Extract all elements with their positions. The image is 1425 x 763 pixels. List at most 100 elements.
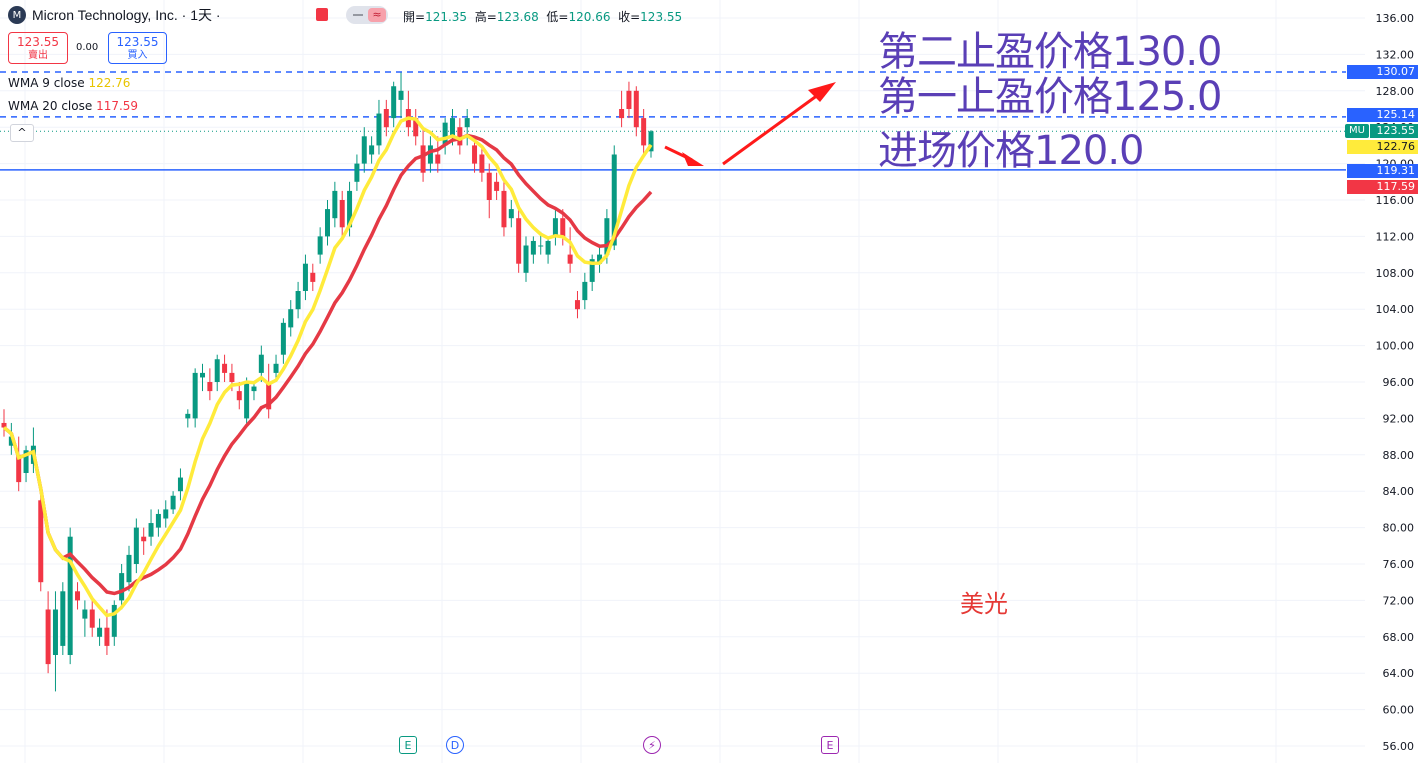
candle-body <box>391 86 397 119</box>
earnings-icon[interactable]: E <box>399 736 417 754</box>
wma20-line <box>2 133 653 596</box>
candle-body <box>119 573 125 601</box>
candle-body <box>597 254 603 264</box>
ticker-tag: MU <box>1345 124 1369 138</box>
candle-body <box>148 523 154 537</box>
candle-body <box>111 604 117 637</box>
candle-body <box>60 591 66 646</box>
candle-body <box>398 90 404 100</box>
candle-body <box>75 591 81 601</box>
candle-body <box>280 322 286 355</box>
candle-body <box>494 181 500 191</box>
legend-wma20[interactable]: WMA 20 close 117.59 <box>8 99 139 113</box>
candle-body <box>633 90 639 128</box>
candle-body <box>457 127 463 146</box>
candle-body <box>185 413 191 419</box>
y-tick-label: 68.00 <box>1383 631 1415 644</box>
candle-body <box>582 281 588 301</box>
y-tick-label: 112.00 <box>1376 230 1415 243</box>
candle-body <box>589 259 595 282</box>
candle-body <box>251 386 257 392</box>
candle-body <box>163 509 169 519</box>
annotation-tp2: 第二止盈价格130.0 <box>878 29 1223 75</box>
flag-icon[interactable] <box>316 8 328 21</box>
candle-body <box>155 513 161 528</box>
y-tick-label: 56.00 <box>1383 740 1415 753</box>
arrow-right-icon <box>664 145 704 166</box>
candle-body <box>207 382 213 392</box>
candle-body <box>567 254 573 264</box>
candle-body <box>325 209 330 237</box>
candle-body <box>317 236 323 255</box>
y-tick-label: 64.00 <box>1383 667 1415 680</box>
y-tick-label: 60.00 <box>1383 704 1415 717</box>
candle-body <box>383 109 389 128</box>
candle-body <box>177 477 183 492</box>
annotation-tp1: 第一止盈价格125.0 <box>878 74 1223 120</box>
candle-body <box>354 163 360 182</box>
candle-body <box>89 609 95 628</box>
y-tick-label: 108.00 <box>1376 267 1415 280</box>
candle-body <box>332 190 338 219</box>
symbol-title[interactable]: Micron Technology, Inc. · 1天 · <box>32 7 221 23</box>
watermark-text: 美光 <box>960 590 1008 618</box>
news-icon[interactable]: ⚡ <box>643 736 661 754</box>
candle-body <box>648 131 654 152</box>
candle-body <box>641 118 647 146</box>
y-tick-label: 132.00 <box>1376 48 1415 61</box>
candle-body <box>523 245 529 273</box>
candle-body <box>16 454 22 483</box>
candle-body <box>611 154 617 246</box>
candle-body <box>442 122 448 146</box>
candle-body <box>420 145 426 173</box>
price-label-tp2: 130.07 <box>1347 65 1418 79</box>
header-bar: M Micron Technology, Inc. · 1天 · <box>0 0 221 30</box>
buy-button[interactable]: 123.55 買入 <box>108 32 167 64</box>
candle-body <box>545 240 551 255</box>
candle-body <box>560 218 566 237</box>
future-earnings-icon[interactable]: E <box>821 736 839 754</box>
candle-body <box>38 500 44 583</box>
price-label-wma20: 117.59 <box>1347 180 1418 194</box>
candle-body <box>435 154 441 164</box>
price-label-tp1: 125.14 <box>1347 108 1418 122</box>
y-tick-label: 96.00 <box>1383 376 1415 389</box>
y-tick-label: 76.00 <box>1383 558 1415 571</box>
candle-body <box>67 536 73 655</box>
ohlc-readout: 開=121.35 高=123.68 低=120.66 收=123.55 <box>403 10 683 24</box>
candle-body <box>97 627 103 637</box>
y-tick-label: 136.00 <box>1376 12 1415 25</box>
micron-logo-icon: M <box>8 6 26 24</box>
candle-body <box>45 609 51 665</box>
candle-body <box>23 450 29 473</box>
candle-body <box>516 218 522 264</box>
horizontal-lines <box>0 71 1346 171</box>
candle-body <box>501 190 507 228</box>
candle-body <box>244 382 250 419</box>
candle-body <box>464 118 470 128</box>
sell-button[interactable]: 123.55 賣出 <box>8 32 68 64</box>
indicator-toggle[interactable]: ≈ <box>346 6 388 24</box>
legend-wma9[interactable]: WMA 9 close 122.76 <box>8 76 131 90</box>
candle-body <box>126 554 132 583</box>
minus-icon <box>353 14 363 16</box>
wave-icon: ≈ <box>368 8 386 22</box>
arrow-up-icon <box>722 82 836 166</box>
candle-body <box>310 272 316 282</box>
dividend-icon[interactable]: D <box>446 736 464 754</box>
candle-body <box>141 536 147 542</box>
candle-body <box>82 609 88 619</box>
y-tick-label: 92.00 <box>1383 412 1415 425</box>
candle-body <box>427 145 433 164</box>
candle-body <box>273 363 279 373</box>
candle-body <box>192 372 198 419</box>
price-label-entry: 119.31 <box>1347 164 1418 178</box>
y-axis: 56.00 60.00 64.00 68.00 72.00 76.00 80.00 84.00… <box>1376 12 1415 753</box>
spread-value: 0.00 <box>76 42 99 53</box>
candle-body <box>1 422 7 428</box>
collapse-legend-button[interactable]: ^ <box>10 124 34 142</box>
candle-body <box>479 154 485 173</box>
candle-body <box>619 109 625 119</box>
candle-body <box>266 382 272 410</box>
